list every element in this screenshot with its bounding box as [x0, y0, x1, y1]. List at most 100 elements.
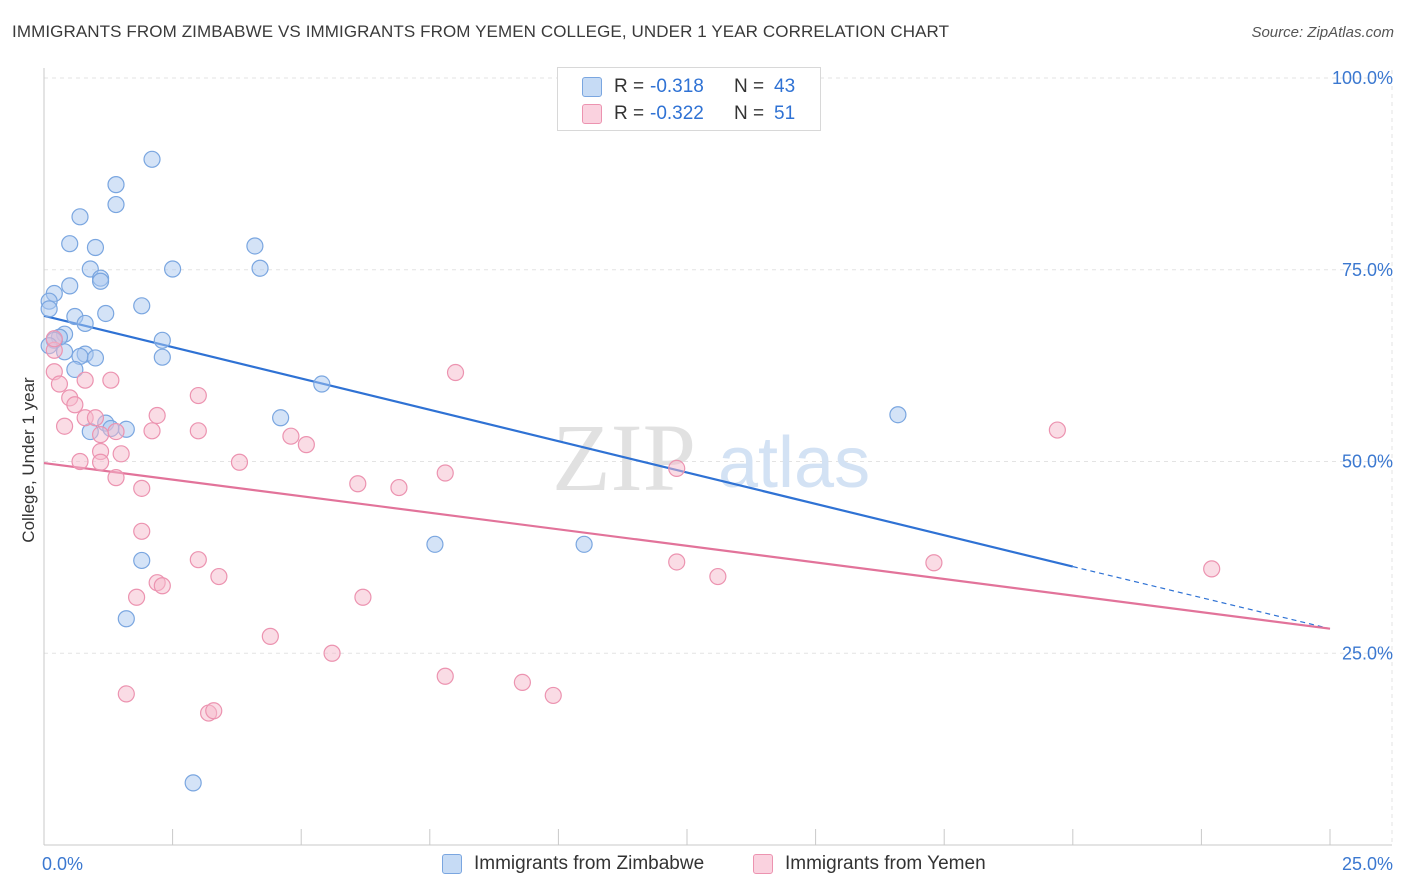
data-point [102, 371, 120, 389]
data-point [246, 237, 264, 255]
data-point [55, 417, 74, 435]
legend-row-zimbabwe: R = -0.318 N = 43 [582, 75, 795, 99]
data-point [91, 426, 110, 444]
grid-lines [44, 70, 1393, 845]
data-point [251, 259, 269, 277]
series-yemen [45, 330, 1221, 722]
data-point [153, 577, 171, 595]
data-points [40, 150, 1221, 792]
data-point [426, 535, 444, 553]
y-axis-label: College, Under 1 year [19, 377, 38, 543]
trend-line-extension-zimbabwe [1072, 565, 1331, 630]
data-point [1203, 560, 1221, 578]
data-point [97, 304, 115, 323]
bottom-legend-swatch-yemen [753, 854, 773, 874]
data-point [71, 452, 89, 471]
trend-lines [43, 314, 1331, 630]
data-point [86, 238, 105, 257]
data-point [107, 195, 125, 214]
data-point [446, 363, 465, 382]
data-point [189, 551, 207, 569]
data-point [143, 150, 161, 168]
data-point [86, 409, 105, 427]
data-point [107, 469, 125, 487]
series-zimbabwe [40, 150, 907, 792]
legend-r-value: -0.322 [650, 103, 704, 124]
data-point [107, 422, 125, 441]
data-point [210, 567, 228, 586]
bottom-legend-zimbabwe: Immigrants from Zimbabwe [442, 852, 704, 876]
data-point [76, 371, 94, 389]
data-point [40, 300, 58, 318]
data-point [50, 375, 69, 393]
data-point [189, 422, 207, 440]
y-tick-label: 100.0% [1332, 68, 1393, 88]
data-point [230, 453, 249, 471]
legend-r-label: R = [614, 76, 645, 97]
data-point [164, 260, 182, 278]
data-point [76, 314, 94, 333]
data-point [143, 422, 161, 440]
legend-r-label: R = [614, 103, 645, 124]
watermark-atlas: atlas [718, 423, 870, 503]
data-point [133, 551, 151, 570]
data-point [112, 445, 130, 463]
data-point [668, 553, 686, 571]
data-point [107, 176, 125, 194]
data-point [153, 348, 171, 366]
axis-labels: 25.0% 50.0% 75.0% 100.0% 0.0% 25.0% [42, 68, 1393, 874]
data-point [709, 567, 727, 586]
bottom-legend-label-yemen: Immigrants from Yemen [785, 853, 986, 874]
data-point [133, 297, 151, 315]
data-point [205, 702, 223, 720]
data-point [297, 436, 315, 454]
y-tick-label: 50.0% [1342, 452, 1393, 472]
data-point [513, 673, 531, 691]
data-point [189, 386, 207, 405]
bottom-legend-label-zimbabwe: Immigrants from Zimbabwe [474, 853, 705, 874]
legend-n-label: N = [734, 103, 765, 124]
y-tick-label: 75.0% [1342, 260, 1393, 280]
bottom-legend-yemen: Immigrants from Yemen [753, 852, 986, 876]
data-point [544, 686, 562, 705]
chart-title: IMMIGRANTS FROM ZIMBABWE VS IMMIGRANTS F… [12, 22, 950, 41]
data-point [261, 627, 279, 645]
data-point [668, 459, 686, 478]
data-point [117, 610, 135, 628]
data-point [61, 277, 79, 295]
data-point [91, 272, 110, 290]
data-point [436, 667, 454, 685]
legend-swatch-zimbabwe [582, 77, 602, 97]
data-point [390, 478, 408, 497]
watermark: ZIP atlas [552, 404, 870, 511]
legend-swatch-yemen [582, 104, 602, 124]
legend-n-label: N = [734, 76, 765, 97]
legend-row-yemen: R = -0.322 N = 51 [582, 102, 795, 126]
data-point [148, 406, 166, 425]
trend-line-zimbabwe [43, 314, 1074, 568]
data-point [61, 235, 79, 253]
data-point [925, 554, 943, 572]
data-point [127, 588, 146, 606]
data-point [153, 331, 171, 349]
data-point [45, 330, 63, 348]
data-point [282, 427, 300, 445]
data-point [354, 588, 372, 606]
data-point [86, 349, 105, 367]
data-point [184, 774, 202, 792]
data-point [117, 685, 135, 703]
data-point [1048, 421, 1066, 439]
data-point [323, 644, 341, 662]
legend-n-value: 51 [774, 103, 796, 124]
x-tick-label: 0.0% [42, 854, 83, 874]
data-point [133, 522, 151, 540]
data-point [436, 464, 454, 482]
data-point [575, 535, 593, 553]
legend-r-value: -0.318 [650, 76, 704, 97]
axes [43, 68, 1392, 846]
y-tick-label: 25.0% [1342, 643, 1393, 663]
bottom-legend-swatch-zimbabwe [442, 854, 462, 874]
data-point [71, 208, 89, 226]
legend-n-value: 43 [774, 76, 796, 97]
